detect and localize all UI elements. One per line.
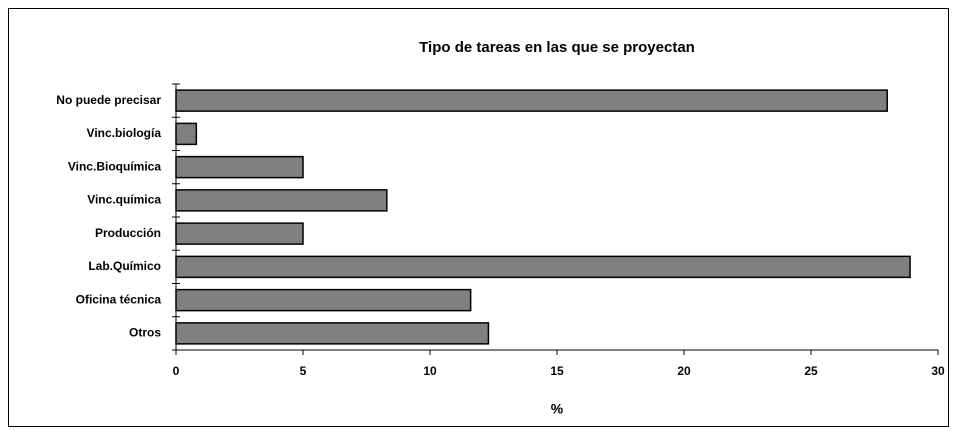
bar (175, 122, 198, 146)
x-tick-label: 5 (300, 364, 307, 378)
bar (175, 155, 304, 179)
x-axis-label: % (551, 401, 564, 417)
y-tick-label: Lab.Químico (88, 259, 161, 273)
bar (175, 255, 911, 279)
x-tick-label: 20 (677, 364, 691, 378)
x-tick-label: 0 (173, 364, 180, 378)
bar (175, 322, 490, 345)
chart-frame (8, 8, 949, 427)
bar (175, 189, 388, 212)
y-tick-label: Producción (95, 226, 161, 240)
y-tick-label: Vinc.Bioquímica (68, 159, 161, 173)
x-tick-label: 30 (931, 364, 945, 378)
y-tick-label: Vinc.química (87, 193, 161, 207)
y-tick-label: Vinc.biología (87, 126, 162, 140)
bar (175, 288, 472, 312)
bar (175, 222, 304, 245)
y-tick-label: Otros (129, 326, 161, 340)
x-tick-label: 25 (804, 364, 818, 378)
bar (175, 89, 888, 112)
chart-title: Tipo de tareas en las que se proyectan (419, 39, 695, 56)
x-tick-label: 10 (423, 364, 437, 378)
y-tick-label: No puede precisar (56, 93, 161, 107)
y-tick-label: Oficina técnica (76, 292, 162, 306)
x-tick-label: 15 (550, 364, 564, 378)
